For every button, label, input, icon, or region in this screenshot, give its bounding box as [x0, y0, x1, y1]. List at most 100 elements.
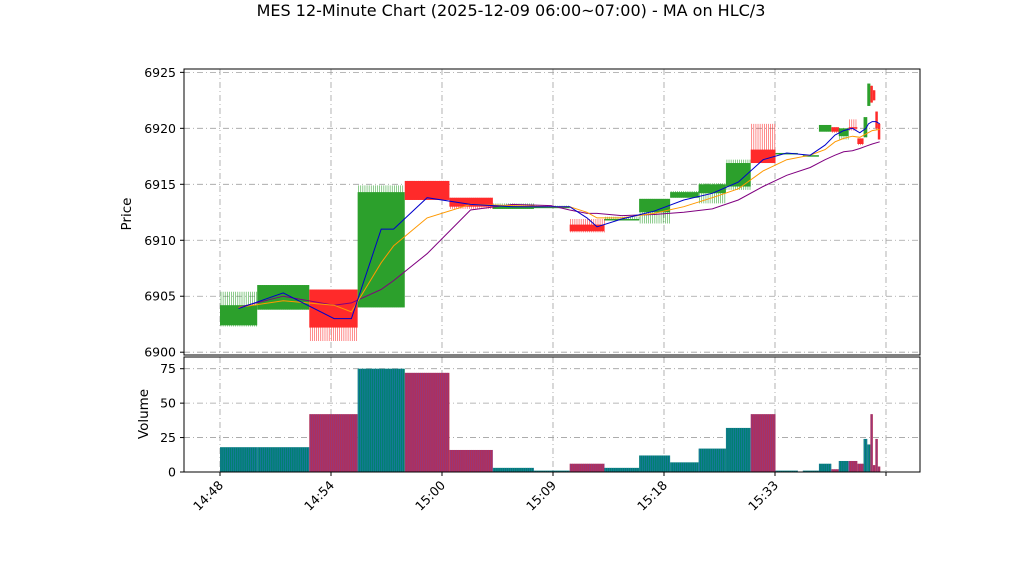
- volume-bar-down: [872, 465, 876, 472]
- candle-body: [698, 184, 726, 194]
- volume-bar: [831, 469, 839, 472]
- ma-mid-line: [238, 128, 880, 313]
- price-axis-label: Price: [119, 198, 135, 231]
- up-candle: [802, 155, 819, 157]
- volume-bar-up: [867, 444, 871, 472]
- down-candle: [309, 289, 358, 342]
- candle-body: [750, 149, 776, 164]
- price-tick-label: 6910: [144, 233, 176, 248]
- candle-body: [802, 155, 819, 157]
- time-tick-label: 14:54: [301, 477, 337, 513]
- volume-axis: 0 25 50 75: [160, 361, 184, 480]
- candle-body: [872, 90, 876, 101]
- volume-bar: [802, 470, 819, 472]
- down-candle: [449, 197, 493, 209]
- price-grid: [184, 69, 920, 355]
- volume-bar: [670, 462, 699, 472]
- volume-bar: [818, 463, 832, 472]
- volume-bar: [357, 368, 405, 472]
- volume-bar: [775, 470, 798, 472]
- volume-bar: [220, 447, 258, 472]
- volume-bar-down: [449, 449, 493, 472]
- time-tick-label: 15:33: [745, 478, 781, 514]
- volume-bar: [867, 444, 871, 472]
- price-tick-label: 6925: [144, 65, 176, 80]
- volume-bar: [569, 463, 605, 472]
- price-tick-label: 6900: [144, 345, 176, 360]
- up-candle: [639, 198, 671, 224]
- up-candle: [220, 291, 258, 327]
- price-tick-label: 6920: [144, 121, 176, 136]
- volume-bar-up: [698, 448, 726, 472]
- volume-bar-up: [818, 463, 832, 472]
- down-candle: [875, 111, 878, 130]
- volume-bar-down: [309, 414, 358, 472]
- down-candle: [569, 218, 605, 233]
- volume-bar-up: [639, 455, 671, 472]
- up-candle: [670, 191, 699, 198]
- volume-bar: [404, 372, 450, 472]
- candle-body: [449, 197, 493, 207]
- volume-bar-down: [877, 466, 881, 472]
- volume-plot-frame: [183, 356, 921, 473]
- candle-body: [775, 152, 798, 155]
- volume-bar-up: [838, 460, 849, 472]
- up-candle: [867, 83, 871, 106]
- volume-bar: [492, 467, 534, 472]
- price-axis: 6900 6905 6910 6915 6920 6925: [144, 65, 184, 360]
- up-candle: [775, 152, 798, 155]
- volume-bar: [863, 438, 868, 472]
- candle-body: [831, 127, 839, 132]
- down-candle: [870, 85, 873, 103]
- candle-body: [838, 128, 849, 137]
- volume-tick-label: 25: [160, 430, 176, 445]
- time-tick-label: 15:00: [412, 477, 448, 513]
- price-tick-label: 6915: [144, 177, 176, 192]
- candle-body: [220, 305, 258, 326]
- volume-bar-up: [220, 447, 258, 472]
- candle-body: [309, 289, 358, 328]
- volume-bar-up: [257, 447, 310, 472]
- volume-bar-up: [863, 438, 868, 472]
- candle-body: [639, 198, 671, 213]
- ma-fast-line: [238, 121, 880, 320]
- volume-bar-down: [875, 438, 878, 472]
- volume-bar: [725, 427, 751, 472]
- candle-body: [257, 285, 310, 310]
- volume-bar-up: [357, 368, 405, 472]
- volume-bars: [220, 368, 881, 472]
- volume-tick-label: 75: [160, 361, 176, 376]
- candle-body: [848, 127, 858, 129]
- volume-bar-up: [725, 427, 751, 472]
- candle-body: [857, 138, 864, 144]
- candle-body: [492, 205, 534, 209]
- time-axis: 14:48 14:54 15:00 15:09 15:18 15:33: [190, 472, 887, 514]
- candle-body: [863, 117, 868, 138]
- candle-body: [569, 224, 605, 232]
- down-candle: [877, 123, 881, 140]
- candle-body: [604, 218, 640, 221]
- candle-body: [875, 111, 878, 129]
- volume-bar-down: [404, 372, 450, 472]
- volume-bar-up: [670, 462, 699, 472]
- time-tick-label: 15:09: [523, 477, 559, 513]
- volume-bar-down: [750, 414, 776, 472]
- moving-average-lines: [238, 121, 880, 320]
- volume-bar: [848, 460, 858, 472]
- volume-bar-down: [848, 460, 858, 472]
- price-plot-frame: [183, 68, 921, 356]
- time-tick-label: 15:18: [634, 477, 670, 513]
- candle-body: [867, 83, 871, 106]
- volume-bar-up: [604, 467, 640, 472]
- volume-bar-down: [857, 463, 864, 472]
- volume-bar: [750, 414, 776, 472]
- ma-slow-line: [238, 141, 880, 308]
- price-candles: [220, 83, 881, 342]
- chart-title: MES 12-Minute Chart (2025-12-09 06:00~07…: [256, 1, 766, 20]
- up-candle: [257, 285, 310, 310]
- price-tick-label: 6905: [144, 289, 176, 304]
- down-candle: [872, 90, 876, 101]
- volume-bar-down: [569, 463, 605, 472]
- candle-body: [404, 180, 450, 200]
- candle-body: [870, 85, 873, 103]
